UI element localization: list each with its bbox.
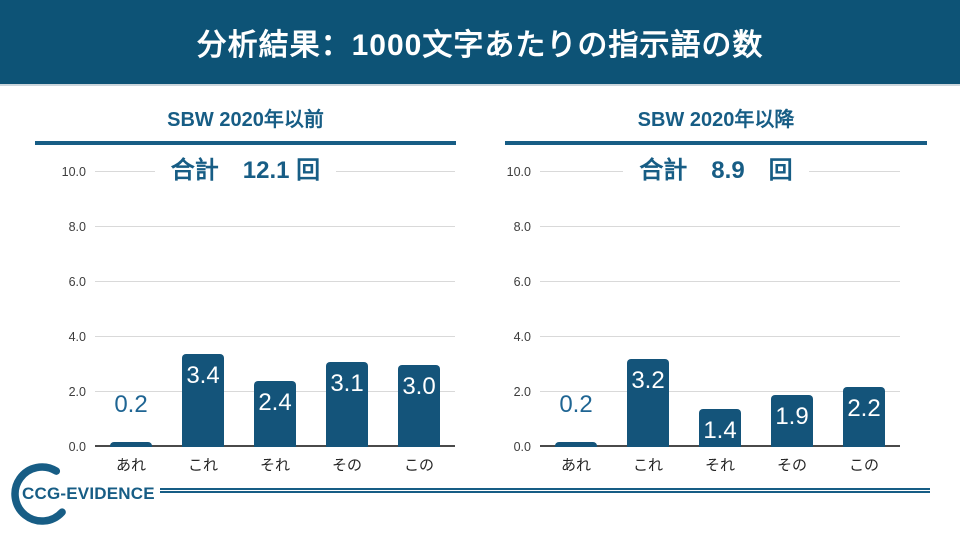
gridline [540, 336, 900, 337]
bar-chart-after-2020: 0.0 2.0 4.0 6.0 8.0 10.0 0.2 あれ 3.2 これ 1.4 それ 1.9 その 2… [507, 165, 900, 474]
gridline [95, 336, 455, 337]
gridline [540, 226, 900, 227]
x-category-label: これ [187, 457, 218, 474]
logo-arc-icon [11, 463, 66, 525]
x-category-label: あれ [115, 457, 146, 474]
bar-value-label: 3.0 [402, 372, 436, 400]
bar-その [326, 361, 368, 447]
bar-あれ [110, 441, 152, 447]
title-bar: 分析結果：1000文字あたりの指示語の数 [0, 0, 960, 86]
y-tick-label: 4.0 [68, 330, 86, 344]
gridline [540, 281, 900, 282]
y-tick-label: 8.0 [68, 220, 86, 234]
bar-value-label: 0.2 [114, 391, 148, 418]
y-tick-label: 6.0 [68, 275, 86, 289]
y-tick-label: 0.0 [513, 440, 531, 454]
x-category-label: その [331, 457, 362, 474]
gridline [95, 281, 455, 282]
bar-chart-before-2020: 0.0 2.0 4.0 6.0 8.0 10.0 0.2 あれ 3.4 これ 2.4 それ 3.1 その 3… [62, 165, 455, 474]
chart-title-after: SBW 2020年以降 [637, 109, 795, 131]
footer-divider [160, 488, 930, 493]
y-tick-label: 8.0 [513, 220, 531, 234]
y-tick-label: 4.0 [513, 330, 531, 344]
bar-value-label: 1.4 [703, 416, 737, 444]
y-tick-label: 2.0 [68, 385, 86, 399]
chart-panel-sbw-before-2020: SBW 2020年以前 合計 12.1 回 0.0 2.0 4.0 6.0 8.0 10.… [35, 103, 456, 527]
x-category-label: それ [259, 457, 290, 474]
x-category-label: これ [632, 457, 663, 474]
bar-value-label: 3.4 [186, 361, 220, 389]
logo: CCG-EVIDENCE [6, 456, 186, 534]
bar-それ [699, 408, 741, 447]
x-category-label: それ [704, 457, 735, 474]
x-category-label: この [848, 457, 879, 474]
x-category-label: あれ [560, 457, 591, 474]
x-category-label: この [403, 457, 434, 474]
y-tick-label: 0.0 [68, 440, 86, 454]
bar-この [398, 364, 440, 447]
y-tick-label: 10.0 [506, 165, 531, 179]
y-tick-label: 2.0 [513, 385, 531, 399]
bar-value-label: 3.2 [631, 367, 665, 394]
bar-この [843, 386, 885, 447]
bar-value-label: 1.9 [775, 402, 809, 430]
total-label-after: 合計 8.9 回 [505, 154, 927, 188]
bar-value-label: 3.1 [330, 369, 364, 397]
bar-それ [254, 381, 296, 447]
chart-title-before: SBW 2020年以前 [167, 109, 324, 131]
chart-title-underline [35, 141, 456, 145]
bar-その [771, 394, 813, 447]
y-tick-label: 6.0 [513, 275, 531, 289]
chart-panel-sbw-after-2020: SBW 2020年以降 合計 8.9 回 0.0 2.0 4.0 6.0 8.0 10.0… [505, 103, 927, 527]
slide-title: 分析結果：1000文字あたりの指示語の数 [196, 29, 764, 62]
total-label-before: 合計 12.1 回 [35, 154, 456, 188]
logo-text: CCG-EVIDENCE [22, 484, 155, 503]
bar-value-label: 2.4 [258, 389, 292, 416]
bar-あれ [555, 441, 597, 447]
gridline [540, 391, 900, 392]
gridline [95, 226, 455, 227]
bar-これ [182, 353, 224, 447]
x-category-label: その [776, 457, 807, 474]
bar-value-label: 2.2 [847, 394, 881, 422]
chart-title-underline [505, 141, 927, 145]
bar-これ [627, 359, 669, 447]
bar-value-label: 0.2 [559, 391, 593, 418]
y-tick-label: 10.0 [61, 165, 86, 179]
